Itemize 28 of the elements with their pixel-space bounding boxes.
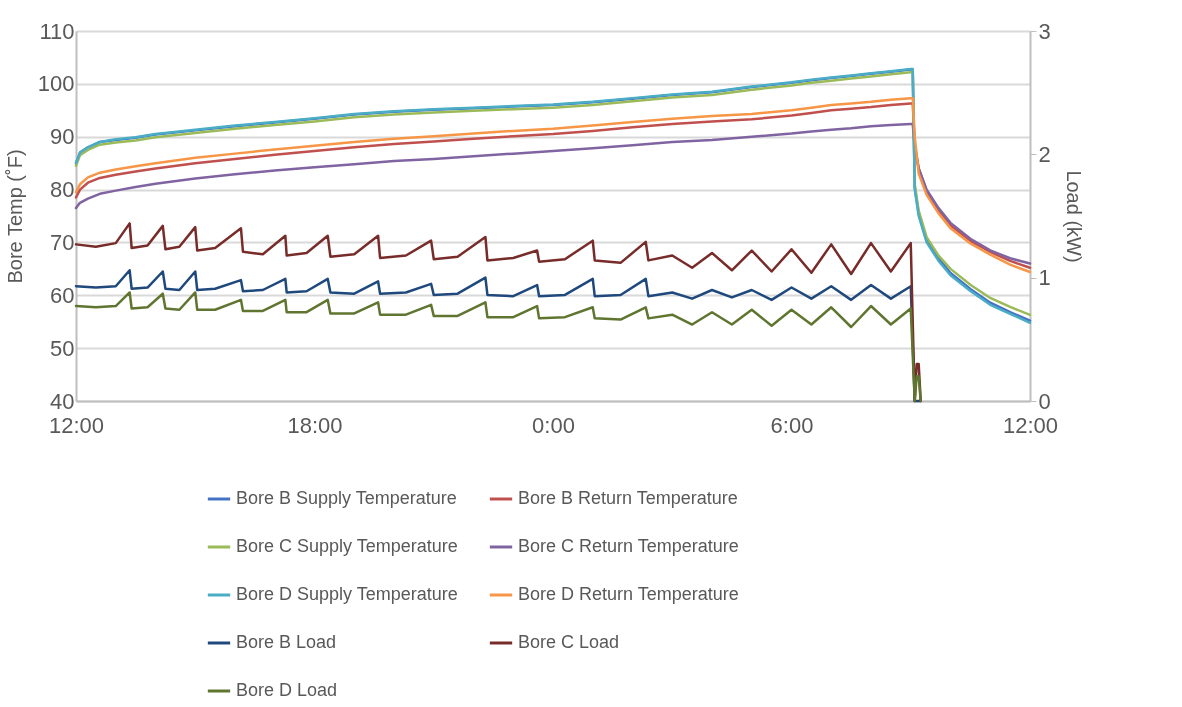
x-tick-label: 6:00 — [770, 412, 814, 438]
y-tick-label: 100 — [37, 71, 75, 97]
y2-tick-label: 0 — [1038, 388, 1051, 414]
x-tick-label: 12:00 — [1002, 412, 1059, 438]
y2-tick-label: 2 — [1038, 141, 1051, 167]
y2-tick-label: 3 — [1038, 18, 1051, 44]
legend-label: Bore C Return Temperature — [518, 536, 739, 556]
y-tick-label: 110 — [39, 18, 75, 44]
legend-label: Bore B Load — [236, 632, 337, 652]
y-axis-title: Bore Temp (˚F) — [3, 149, 26, 284]
legend-label: Bore B Return Temperature — [518, 488, 738, 508]
y-tick-label: 60 — [50, 282, 75, 308]
x-tick-label: 0:00 — [532, 412, 575, 438]
legend-label: Bore C Load — [518, 632, 620, 652]
y-tick-label: 80 — [50, 177, 75, 203]
legend-label: Bore C Supply Temperature — [236, 536, 458, 556]
y-tick-label: 90 — [50, 124, 75, 150]
y2-axis-title: Load (kW) — [1062, 170, 1085, 263]
x-tick-label: 18:00 — [287, 412, 343, 438]
legend-label: Bore B Supply Temperature — [236, 488, 457, 508]
x-tick-label: 12:00 — [48, 412, 105, 438]
legend-label: Bore D Return Temperature — [518, 584, 739, 604]
legend-label: Bore D Supply Temperature — [236, 584, 458, 604]
y-tick-label: 70 — [50, 229, 75, 255]
y-tick-label: 40 — [50, 388, 75, 414]
y2-tick-label: 1 — [1038, 265, 1051, 291]
legend-label: Bore D Load — [236, 680, 338, 700]
y-tick-label: 50 — [50, 335, 75, 361]
